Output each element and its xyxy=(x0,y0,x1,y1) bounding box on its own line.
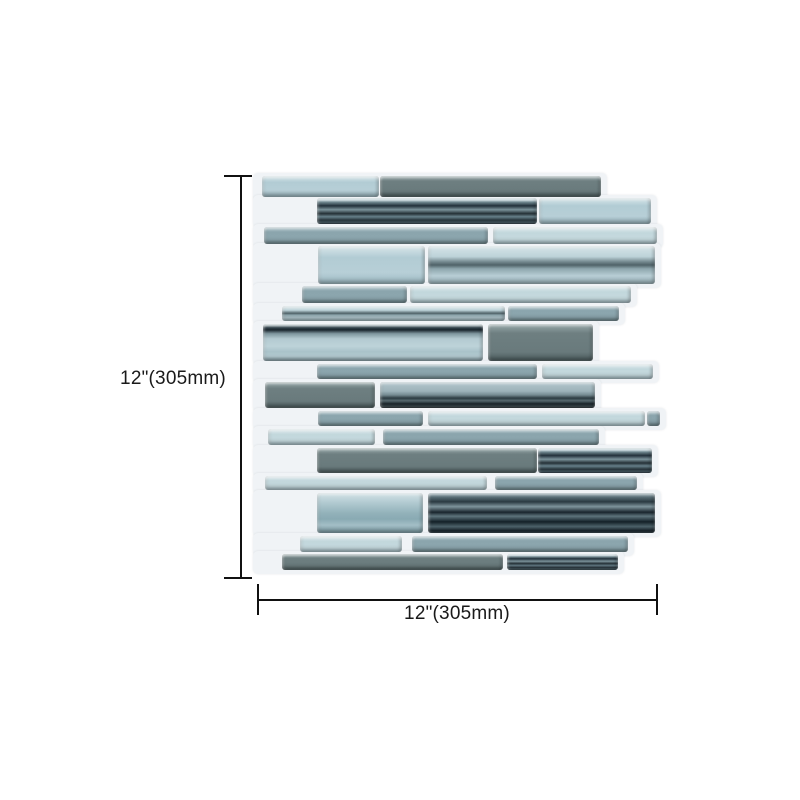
mosaic-tile-darkgray xyxy=(488,324,593,361)
height-dimension-label: 12"(305mm) xyxy=(120,368,226,389)
mosaic-tile-darkgray xyxy=(282,554,503,570)
height-dimension-bottom-cap xyxy=(224,577,252,579)
mosaic-tile-darkgray xyxy=(380,176,601,197)
mosaic-tile-lightblue xyxy=(318,246,425,284)
width-dimension-label: 12"(305mm) xyxy=(404,603,510,624)
mosaic-tile-paleblue xyxy=(428,411,645,426)
mosaic-tile-lightstripe xyxy=(428,246,655,284)
mosaic-tile-paleblue xyxy=(493,227,657,244)
mosaic-tile-lightstripebig xyxy=(317,493,423,533)
width-dimension-right-cap xyxy=(656,584,658,615)
mosaic-tile-grayblue xyxy=(264,227,488,244)
width-dimension-line xyxy=(258,599,657,601)
mosaic-tile-grayblue xyxy=(508,306,619,321)
mosaic-tile-paleblue xyxy=(265,476,487,490)
mosaic-tile-grayblue xyxy=(317,364,537,379)
mosaic-tile-grayblue xyxy=(412,536,628,552)
mosaic-tile-grayblue xyxy=(383,429,599,445)
mosaic-tile-darkgray xyxy=(265,382,375,408)
mosaic-tile-paleblue xyxy=(542,364,653,379)
mosaic-tile-paleblue xyxy=(268,429,375,445)
mosaic-tile-paleblue xyxy=(300,536,402,552)
height-dimension-line xyxy=(240,176,242,578)
mosaic-tile-darkstripe2 xyxy=(380,382,595,408)
mosaic-tile-darkstripe xyxy=(507,554,618,570)
mosaic-tile-darkstripe xyxy=(317,198,537,224)
mosaic-tile-grayblue xyxy=(647,411,660,426)
mosaic-tile-lightblue xyxy=(539,198,651,224)
mosaic-tile-lightstripe xyxy=(282,306,505,321)
mosaic-tile-darkstripe xyxy=(538,448,652,473)
width-dimension-left-cap xyxy=(257,584,259,615)
mosaic-tile-grayblue xyxy=(495,476,637,490)
height-dimension-top-cap xyxy=(224,175,252,177)
mosaic-tile-lightblue xyxy=(262,176,379,197)
mosaic-tile-paleblue xyxy=(410,286,631,303)
mosaic-tile-bigstripe xyxy=(263,324,483,361)
mosaic-tile-darkgray xyxy=(317,448,537,473)
mosaic-tile-grayblue xyxy=(318,411,423,426)
mosaic-tile-darkstripebig xyxy=(428,493,655,533)
mosaic-tile-grayblue xyxy=(302,286,407,303)
tile-panel xyxy=(253,172,666,578)
